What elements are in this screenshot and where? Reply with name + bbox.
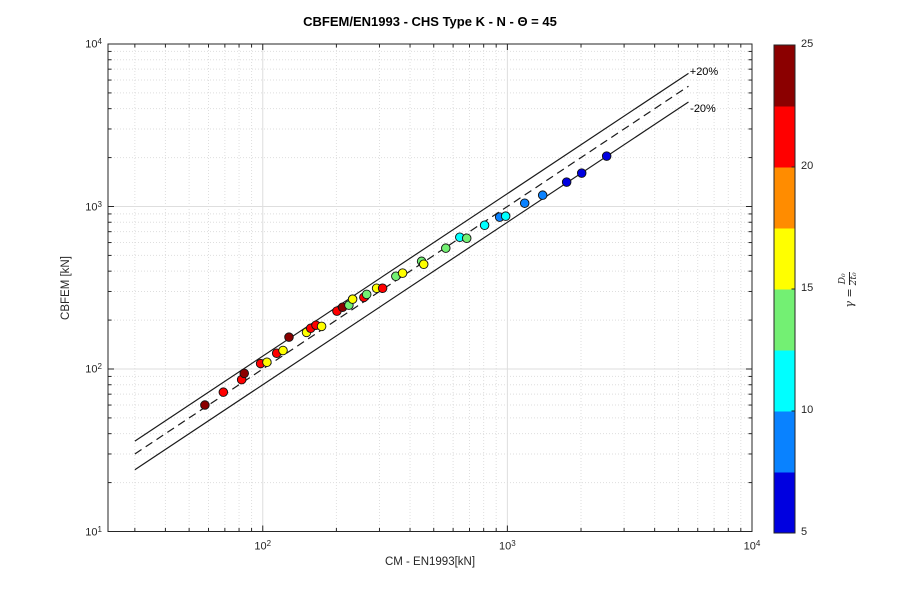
y-tick-label: 104 <box>85 37 102 51</box>
colorbar-tick-label: 15 <box>801 282 814 294</box>
scatter-point <box>278 345 288 356</box>
reference-line-minus20 <box>134 101 689 471</box>
scatter-point <box>561 177 572 187</box>
axes-box <box>107 43 753 532</box>
colorbar-segment <box>774 228 795 290</box>
scatter-point <box>262 357 272 368</box>
scatter-point <box>441 243 451 253</box>
scatter-point <box>418 259 429 270</box>
scatter-point <box>537 190 548 200</box>
colorbar-segment <box>774 472 795 534</box>
scatter-point <box>361 289 372 300</box>
colorbar-segment <box>774 45 795 107</box>
scatter-point <box>218 387 229 397</box>
y-tick-label: 101 <box>85 524 102 539</box>
colorbar-tick-label: 10 <box>801 404 814 416</box>
colorbar-segment <box>774 289 795 351</box>
chart-title: CBFEM/EN1993 - CHS Type K - N - Θ = 45 <box>303 14 557 29</box>
scatter-point <box>500 211 511 221</box>
scatter-point <box>601 151 612 161</box>
scatter-point <box>519 198 530 208</box>
annotation-minus20: -20% <box>690 103 716 115</box>
y-axis-label: CBFEM [kN] <box>60 256 72 320</box>
scatter-point <box>239 368 249 379</box>
colorbar-label: γ = D₀ 2t₀ <box>836 250 862 330</box>
colorbar-label-fraction: D₀ 2t₀ <box>838 272 859 286</box>
y-tick-label: 103 <box>85 199 102 214</box>
x-tick-label: 102 <box>254 538 272 553</box>
scatter-point <box>461 233 472 243</box>
colorbar-segment <box>774 167 795 229</box>
x-axis-label: CM - EN1993[kN] <box>384 556 476 568</box>
scatter-point <box>377 283 388 293</box>
reference-line-plus20 <box>134 72 689 442</box>
scatter-point <box>576 168 587 178</box>
scatter-point <box>284 332 294 342</box>
colorbar-segment <box>774 350 795 412</box>
scatter-point <box>479 220 490 230</box>
reference-line-identity <box>134 85 689 455</box>
scatter-point <box>397 268 408 278</box>
scatter-point <box>347 294 358 304</box>
colorbar-label-gamma: γ = <box>842 288 856 308</box>
scatter-point <box>200 400 210 410</box>
x-tick-label: 104 <box>743 538 761 553</box>
colorbar-label-denominator: 2t₀ <box>848 272 859 286</box>
colorbar-tick-label: 5 <box>801 526 808 538</box>
colorbar-tick-label: 20 <box>801 160 814 172</box>
y-tick-label: 102 <box>85 362 102 376</box>
x-tick-label: 103 <box>499 538 516 553</box>
colorbar-label-numerator: D₀ <box>838 272 850 286</box>
annotation-plus20: +20% <box>689 66 719 78</box>
colorbar-tick-label: 25 <box>801 38 814 50</box>
scatter-point <box>316 321 327 332</box>
colorbar-segment <box>774 106 795 168</box>
colorbar-segment <box>774 411 795 473</box>
